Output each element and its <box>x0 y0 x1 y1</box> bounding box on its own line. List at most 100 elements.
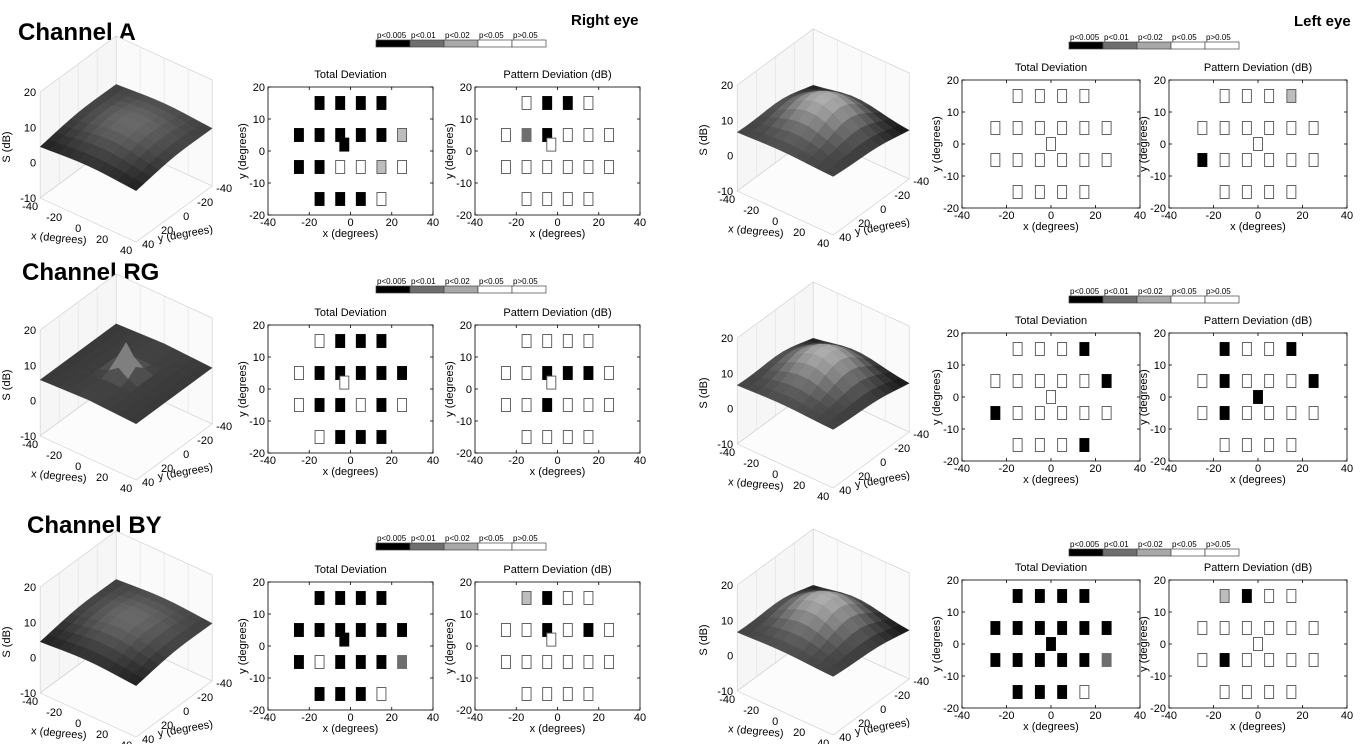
test-location-marker <box>314 160 325 174</box>
test-location-marker <box>355 430 366 444</box>
surface-patch <box>126 178 145 191</box>
test-location-marker <box>1057 342 1068 356</box>
y-tick-label: 40 <box>839 232 851 244</box>
y-tick-label: 20 <box>947 328 959 340</box>
legend-label: p<0.01 <box>1104 540 1129 549</box>
y-tick-label: -20 <box>894 443 910 455</box>
test-location-marker <box>335 655 346 669</box>
test-location-marker <box>1034 374 1045 388</box>
x-tick-label: -20 <box>743 458 759 470</box>
gray-scale-plot: Gray Scale (dB)-40-2002040-40-2002040-10… <box>698 28 929 250</box>
test-location-marker <box>314 430 325 444</box>
test-location-marker <box>1264 342 1275 356</box>
x-tick-label: 40 <box>427 217 439 229</box>
x-tick-label: 0 <box>347 712 353 724</box>
x-axis-label: x (degrees) <box>323 466 379 478</box>
surface-patch <box>126 673 145 686</box>
y-tick-label: -40 <box>216 678 232 690</box>
x-tick-label: 40 <box>427 455 439 467</box>
test-location-marker <box>1241 653 1252 667</box>
y-tick-label: -10 <box>943 424 959 436</box>
legend-label: p<0.02 <box>1138 540 1163 549</box>
z-tick-label: -10 <box>20 431 36 443</box>
y-tick-label: 10 <box>253 114 265 126</box>
x-tick-label: 20 <box>793 227 805 239</box>
legend-label: p<0.005 <box>1070 540 1100 549</box>
test-location-marker <box>542 591 553 605</box>
x-tick-label: -20 <box>999 463 1015 475</box>
test-location-marker <box>604 623 615 637</box>
y-tick-label: 10 <box>460 352 472 364</box>
legend-label: p<0.01 <box>1104 33 1129 42</box>
x-tick-label: 40 <box>817 738 829 744</box>
test-location-marker <box>314 623 325 637</box>
legend-label: p>0.05 <box>513 534 538 543</box>
y-tick-label: -20 <box>943 456 959 468</box>
surface-patch <box>823 666 842 677</box>
test-location-marker <box>339 375 350 390</box>
y-tick-label: 0 <box>183 706 189 718</box>
legend-swatch <box>1170 41 1206 50</box>
test-location-marker <box>1286 589 1297 603</box>
z-tick-label: 0 <box>727 651 733 663</box>
test-location-marker <box>1034 653 1045 667</box>
legend-label: p<0.02 <box>445 534 470 543</box>
z-tick-label: 20 <box>721 333 733 345</box>
test-location-marker <box>521 128 532 142</box>
test-location-marker <box>355 591 366 605</box>
x-tick-label: 0 <box>772 469 778 481</box>
test-location-marker <box>339 137 350 152</box>
x-tick-label: 20 <box>1089 210 1101 222</box>
pattern-deviation-title: Pattern Deviation (dB) <box>1204 562 1312 574</box>
y-axis-label: y (degrees) <box>931 116 943 172</box>
test-location-marker <box>990 121 1001 135</box>
x-tick-label: 0 <box>1255 463 1261 475</box>
plot-frame <box>267 324 434 454</box>
test-location-marker <box>1012 653 1023 667</box>
test-location-marker <box>990 153 1001 167</box>
y-tick-label: 10 <box>947 360 959 372</box>
test-location-marker <box>604 128 615 142</box>
y-tick-label: 20 <box>1154 75 1166 87</box>
legend-swatch <box>1068 548 1104 557</box>
test-location-marker <box>542 96 553 110</box>
test-location-marker <box>1286 185 1297 199</box>
test-location-marker <box>335 96 346 110</box>
test-location-marker <box>376 96 387 110</box>
z-tick-label: 0 <box>727 404 733 416</box>
y-axis-label: y (degrees) <box>931 616 943 672</box>
y-tick-label: -10 <box>1150 671 1166 683</box>
legend-swatch <box>477 542 513 551</box>
s-axis-label: S (dB) <box>1 131 13 162</box>
y-tick-label: 40 <box>142 239 154 251</box>
y-tick-label: 0 <box>953 392 959 404</box>
test-location-marker <box>1286 653 1297 667</box>
test-location-marker <box>542 655 553 669</box>
test-location-marker <box>314 591 325 605</box>
y-tick-label: 20 <box>947 75 959 87</box>
y-tick-label: -10 <box>943 671 959 683</box>
total-deviation-title: Total Deviation <box>1015 62 1087 74</box>
left-eye-title: Left eye <box>1294 13 1351 30</box>
test-location-marker <box>355 334 366 348</box>
y-tick-label: 0 <box>880 457 886 469</box>
test-location-marker <box>1079 653 1090 667</box>
x-tick-label: 40 <box>817 491 829 503</box>
test-location-marker <box>1219 589 1230 603</box>
test-location-marker <box>376 430 387 444</box>
y-tick-label: 0 <box>183 211 189 223</box>
legend-swatch <box>477 39 513 48</box>
x-axis-label: x (degrees) <box>31 230 87 247</box>
y-tick-label: -10 <box>1150 171 1166 183</box>
y-tick-label: -40 <box>216 421 232 433</box>
y-tick-label: 20 <box>161 463 173 475</box>
y-tick-label: -20 <box>249 705 265 717</box>
x-tick-label: 40 <box>1134 210 1146 222</box>
test-location-marker <box>293 398 304 412</box>
legend-swatch <box>1136 41 1172 50</box>
x-tick-label: 20 <box>1296 463 1308 475</box>
z-tick-label: 20 <box>24 87 36 99</box>
y-tick-label: 20 <box>253 82 265 94</box>
